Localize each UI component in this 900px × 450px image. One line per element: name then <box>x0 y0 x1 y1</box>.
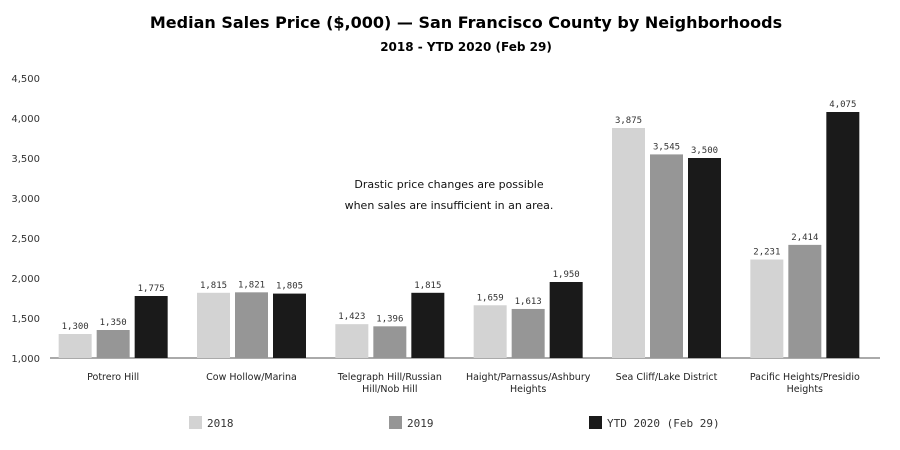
legend-label: YTD 2020 (Feb 29) <box>607 417 720 430</box>
y-tick-label: 2,500 <box>11 234 40 245</box>
data-label: 1,300 <box>62 322 89 332</box>
data-label: 2,231 <box>753 248 780 258</box>
x-tick-label: Haight/Parnassus/Ashbury <box>466 372 591 383</box>
y-tick-label: 1,500 <box>11 314 40 325</box>
data-label: 1,423 <box>338 312 365 322</box>
annotation: Drastic price changes are possible when s… <box>345 178 554 212</box>
x-tick-label: Heights <box>787 384 823 395</box>
x-tick-label: Hill/Nob Hill <box>362 384 417 395</box>
data-label: 3,875 <box>615 116 642 126</box>
bar <box>750 259 784 358</box>
y-tick-label: 3,500 <box>11 154 40 165</box>
x-axis: Potrero Hill Cow Hollow/Marina Telegraph H… <box>50 357 880 395</box>
bar <box>134 296 168 358</box>
bar <box>335 324 369 358</box>
bar <box>235 292 268 358</box>
legend: 2018 2019 YTD 2020 (Feb 29) <box>189 416 720 430</box>
y-tick-label: 4,500 <box>11 74 40 85</box>
x-tick-label: Potrero Hill <box>87 372 139 383</box>
y-tick-label: 4,000 <box>11 114 40 125</box>
bar <box>612 128 645 358</box>
bar <box>58 334 92 358</box>
legend-swatch <box>389 416 402 429</box>
data-label: 2,414 <box>791 233 818 243</box>
annotation-line: Drastic price changes are possible <box>354 178 544 191</box>
data-label: 1,613 <box>515 297 542 307</box>
legend-swatch <box>189 416 202 429</box>
data-label: 1,815 <box>414 281 441 291</box>
bar <box>549 282 583 358</box>
x-tick-label: Sea Cliff/Lake District <box>616 372 718 383</box>
bar <box>373 326 407 358</box>
x-tick-label: Pacific Heights/Presidio <box>750 372 860 383</box>
x-tick-label: Heights <box>510 384 546 395</box>
x-tick-label: Telegraph Hill/Russian <box>337 372 442 383</box>
data-label: 1,659 <box>477 293 504 303</box>
bar <box>511 308 545 358</box>
data-label: 1,396 <box>376 314 403 324</box>
annotation-line: when sales are insufficient in an area. <box>345 199 554 212</box>
bar <box>473 305 507 358</box>
bar <box>273 293 306 358</box>
bar <box>96 330 130 358</box>
data-label: 4,075 <box>829 100 856 110</box>
data-label: 1,950 <box>553 270 580 280</box>
data-label: 1,821 <box>238 280 265 290</box>
data-label: 1,350 <box>100 318 127 328</box>
data-label: 1,805 <box>276 282 303 292</box>
chart-title: Median Sales Price ($,000) — San Francis… <box>150 13 782 32</box>
bars: 1,300 1,350 1,775 1,815 1,821 1,805 1,423 1,396… <box>58 100 860 358</box>
legend-label: 2019 <box>407 417 434 430</box>
bar <box>650 154 683 358</box>
y-tick-label: 3,000 <box>11 194 40 205</box>
bar <box>826 112 860 358</box>
data-label: 1,815 <box>200 281 227 291</box>
y-tick-label: 2,000 <box>11 274 40 285</box>
data-label: 3,500 <box>691 146 718 156</box>
chart-subtitle: 2018 - YTD 2020 (Feb 29) <box>380 40 552 54</box>
bar <box>788 244 822 358</box>
data-label: 3,545 <box>653 142 680 152</box>
bar <box>688 158 721 358</box>
bar <box>411 292 445 358</box>
data-label: 1,775 <box>138 284 165 294</box>
legend-label: 2018 <box>207 417 234 430</box>
bar <box>197 292 230 358</box>
legend-swatch <box>589 416 602 429</box>
y-tick-label: 1,000 <box>11 354 40 365</box>
y-axis: 1,000 1,500 2,000 2,500 3,000 3,500 4,000 4,500 <box>11 74 40 365</box>
x-tick-label: Cow Hollow/Marina <box>206 372 297 383</box>
